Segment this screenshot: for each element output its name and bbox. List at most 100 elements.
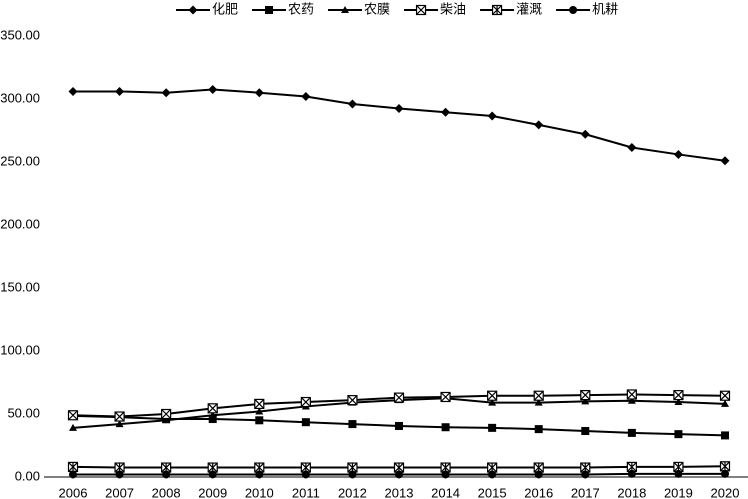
data-point (393, 392, 405, 403)
data-point (721, 399, 729, 407)
legend-label: 柴油 (440, 1, 466, 16)
marker-part (534, 120, 544, 130)
marker-part (441, 107, 451, 117)
marker-part (674, 430, 683, 439)
data-point (626, 389, 637, 400)
marker-part (627, 469, 636, 478)
data-point (208, 415, 217, 424)
legend-item: 灌溉 (480, 1, 542, 16)
marker-part (208, 411, 217, 419)
legend-item: 化肥 (176, 1, 238, 16)
x-tick-label: 2009 (198, 485, 227, 499)
legend-label: 机耕 (592, 1, 618, 16)
marker-part (301, 418, 310, 427)
legend-marker (569, 6, 578, 14)
x-tick-label: 2014 (431, 485, 460, 499)
data-point (674, 430, 683, 439)
marker-part (580, 390, 591, 401)
y-tick-label: 200.00 (0, 216, 40, 231)
data-point (68, 86, 78, 96)
marker-part (534, 425, 543, 434)
data-point (208, 470, 217, 479)
y-tick-label: 150.00 (0, 279, 40, 294)
marker-part (721, 469, 729, 478)
marker-part (255, 407, 264, 415)
data-point (534, 470, 543, 479)
data-point (720, 156, 730, 166)
marker-part (68, 86, 78, 96)
data-point (162, 470, 171, 479)
y-tick-label: 250.00 (0, 153, 40, 168)
marker-part (533, 390, 544, 401)
data-point (115, 86, 125, 96)
data-point (534, 120, 544, 130)
data-point (580, 129, 590, 139)
data-point (395, 470, 403, 479)
y-tick-label: 300.00 (0, 90, 40, 105)
marker-part (627, 143, 637, 153)
x-tick-label: 2018 (617, 485, 646, 499)
marker-part (721, 431, 729, 440)
data-point (254, 398, 265, 410)
marker-part (674, 469, 683, 478)
data-point (115, 470, 124, 479)
marker-part (440, 392, 451, 402)
y-tick-label: 0.00 (15, 468, 40, 483)
marker-part (348, 470, 357, 479)
x-tick-label: 2011 (292, 485, 320, 499)
data-point (347, 395, 358, 406)
data-point (208, 411, 217, 419)
y-tick-label: 350.00 (0, 27, 40, 42)
marker-part (265, 6, 274, 14)
marker-part (254, 88, 264, 98)
data-point (721, 431, 729, 440)
x-tick-label: 2006 (59, 485, 88, 499)
marker-part (395, 470, 403, 479)
legend-marker (491, 4, 503, 16)
data-point (580, 390, 591, 401)
data-point (627, 143, 637, 153)
data-point (207, 403, 218, 414)
data-point (69, 423, 77, 431)
marker-part (416, 5, 426, 15)
legend-marker (341, 6, 350, 13)
marker-part (581, 470, 590, 479)
data-point (161, 462, 172, 473)
data-point (674, 398, 683, 406)
legend-label: 农膜 (364, 1, 390, 16)
marker-part (441, 470, 450, 479)
marker-part (115, 470, 124, 479)
marker-part (188, 5, 198, 15)
marker-part (581, 397, 590, 405)
marker-part (720, 156, 730, 166)
marker-part (488, 398, 497, 406)
data-point (348, 470, 357, 479)
marker-part (673, 149, 683, 159)
marker-part (627, 396, 636, 404)
data-point (533, 390, 544, 401)
x-tick-label: 2015 (478, 485, 507, 499)
legend-marker (265, 6, 274, 14)
marker-part (673, 390, 684, 401)
data-point (300, 396, 311, 408)
data-point (673, 390, 684, 401)
data-point (254, 88, 264, 98)
data-point (674, 469, 683, 478)
marker-part (394, 103, 404, 113)
x-tick-label: 2007 (105, 485, 134, 499)
marker-part (674, 398, 683, 406)
marker-part (394, 392, 404, 403)
x-tick-label: 2017 (571, 485, 600, 499)
data-point (441, 423, 450, 432)
legend-label: 灌溉 (516, 1, 542, 16)
marker-part (341, 6, 350, 13)
data-point (114, 411, 125, 422)
data-point (301, 470, 310, 479)
y-tick-label: 50.00 (7, 405, 40, 420)
data-point (161, 408, 172, 420)
marker-part (347, 99, 357, 109)
legend-item: 柴油 (404, 1, 466, 16)
marker-part (301, 470, 310, 479)
marker-part (534, 398, 543, 406)
x-tick-label: 2019 (664, 485, 693, 499)
